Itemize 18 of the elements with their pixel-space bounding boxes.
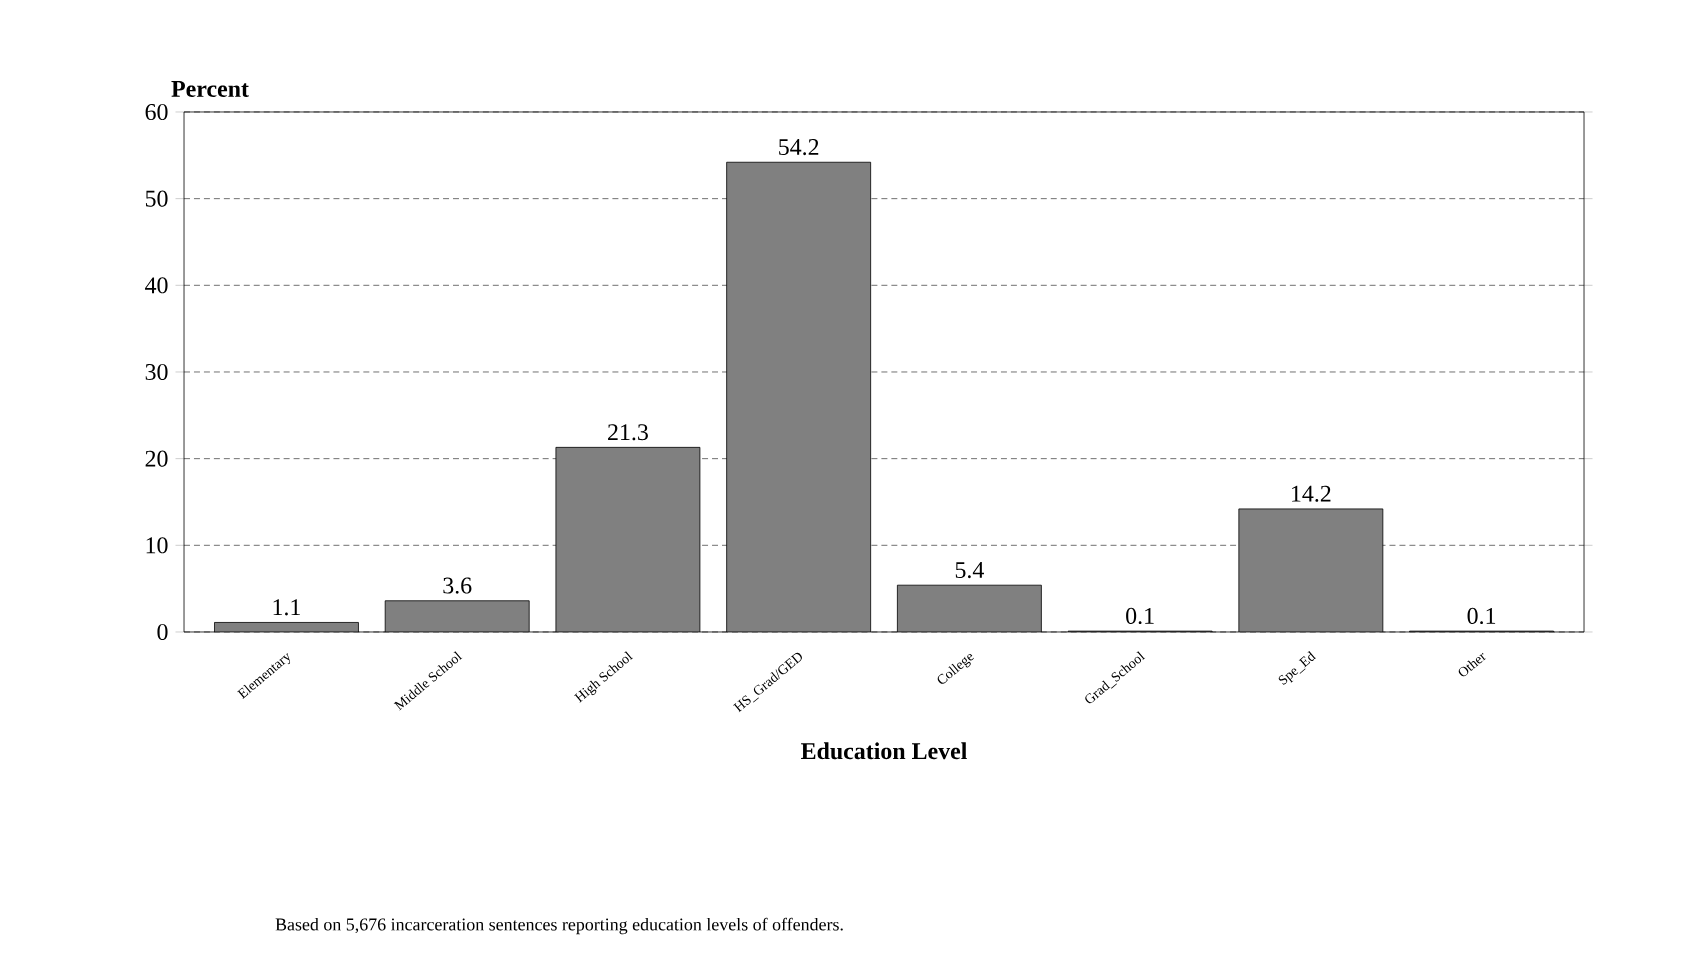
y-tick-label: 40 xyxy=(145,277,168,294)
data-label: 21.3 xyxy=(608,424,648,441)
text: Based on 5,676 incarceration sentences reporting education levels of offenders. xyxy=(275,917,843,935)
y-tick-label: 0 xyxy=(157,623,168,641)
data-label: 14.2 xyxy=(1292,485,1331,502)
data-label: 1.1 xyxy=(273,599,300,616)
data-label: 54.2 xyxy=(779,139,819,156)
y-tick-label: 30 xyxy=(145,363,168,381)
data-label: 0.1 xyxy=(1126,607,1154,625)
y-tick-label: 50 xyxy=(145,190,168,207)
x-axis-title: Education Level xyxy=(801,742,967,760)
data-label: 0.1 xyxy=(1467,607,1496,625)
y-tick-label: 20 xyxy=(145,450,168,467)
data-label: 3.6 xyxy=(443,577,472,594)
y-axis-title: Percent xyxy=(171,81,249,97)
data-label: 5.4 xyxy=(955,562,984,579)
y-tick-label: 10 xyxy=(146,537,168,554)
y-tick-label: 60 xyxy=(145,103,168,121)
